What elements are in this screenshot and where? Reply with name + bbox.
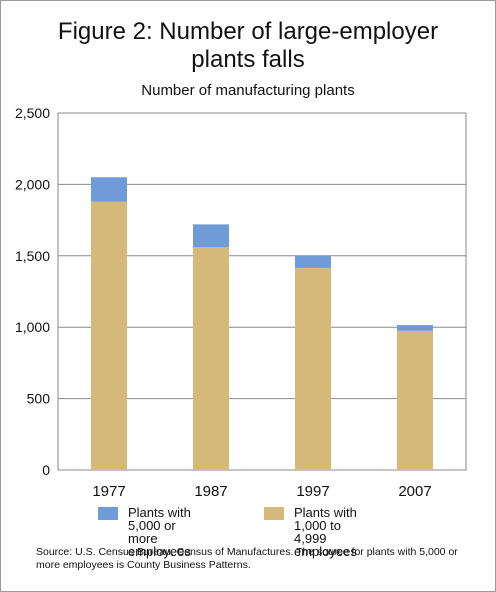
y-tick-label: 500 xyxy=(27,391,51,407)
legend-label-1000-4999: Plants with 1,000 to 4,999 employees xyxy=(294,505,357,559)
legend-label-5000-plus: Plants with 5,000 or more employees xyxy=(128,505,191,559)
plot-area-border xyxy=(57,112,467,471)
bar-5000-plus-2007 xyxy=(397,325,433,331)
x-tick-label: 2007 xyxy=(398,483,431,500)
title-line-2: plants falls xyxy=(191,46,305,73)
chart-subtitle: Number of manufacturing plants xyxy=(141,82,355,99)
bar-1000-4999-1997 xyxy=(295,267,331,470)
chart-title: Figure 2: Number of large-employer plant… xyxy=(0,18,496,74)
x-tick-label: 1987 xyxy=(194,483,227,500)
bar-1000-4999-2007 xyxy=(397,330,433,470)
x-tick-label: 1977 xyxy=(92,483,125,500)
source-note: Source: U.S. Census Bureau, Census of Ma… xyxy=(36,546,458,571)
y-tick-label: 2,000 xyxy=(15,176,50,192)
bar-5000-plus-1987 xyxy=(193,224,229,248)
bar-5000-plus-1977 xyxy=(91,177,127,202)
y-tick-label: 0 xyxy=(42,462,50,478)
bar-1000-4999-1977 xyxy=(91,201,127,470)
title-line-1: Figure 2: Number of large-employer xyxy=(57,18,439,45)
legend-swatch-1000-4999 xyxy=(264,507,284,520)
bar-5000-plus-1997 xyxy=(295,255,331,268)
y-tick-label: 1,500 xyxy=(15,248,50,264)
bar-chart: 0 500 1,000 1,500 2,000 2,500 1977 1987 1997 2007 xyxy=(15,105,467,500)
x-tick-label: 1997 xyxy=(296,483,329,500)
bar-1000-4999-1987 xyxy=(193,247,229,470)
legend-swatch-5000-plus xyxy=(98,507,118,520)
y-tick-label: 2,500 xyxy=(15,105,50,121)
y-tick-label: 1,000 xyxy=(15,319,50,335)
